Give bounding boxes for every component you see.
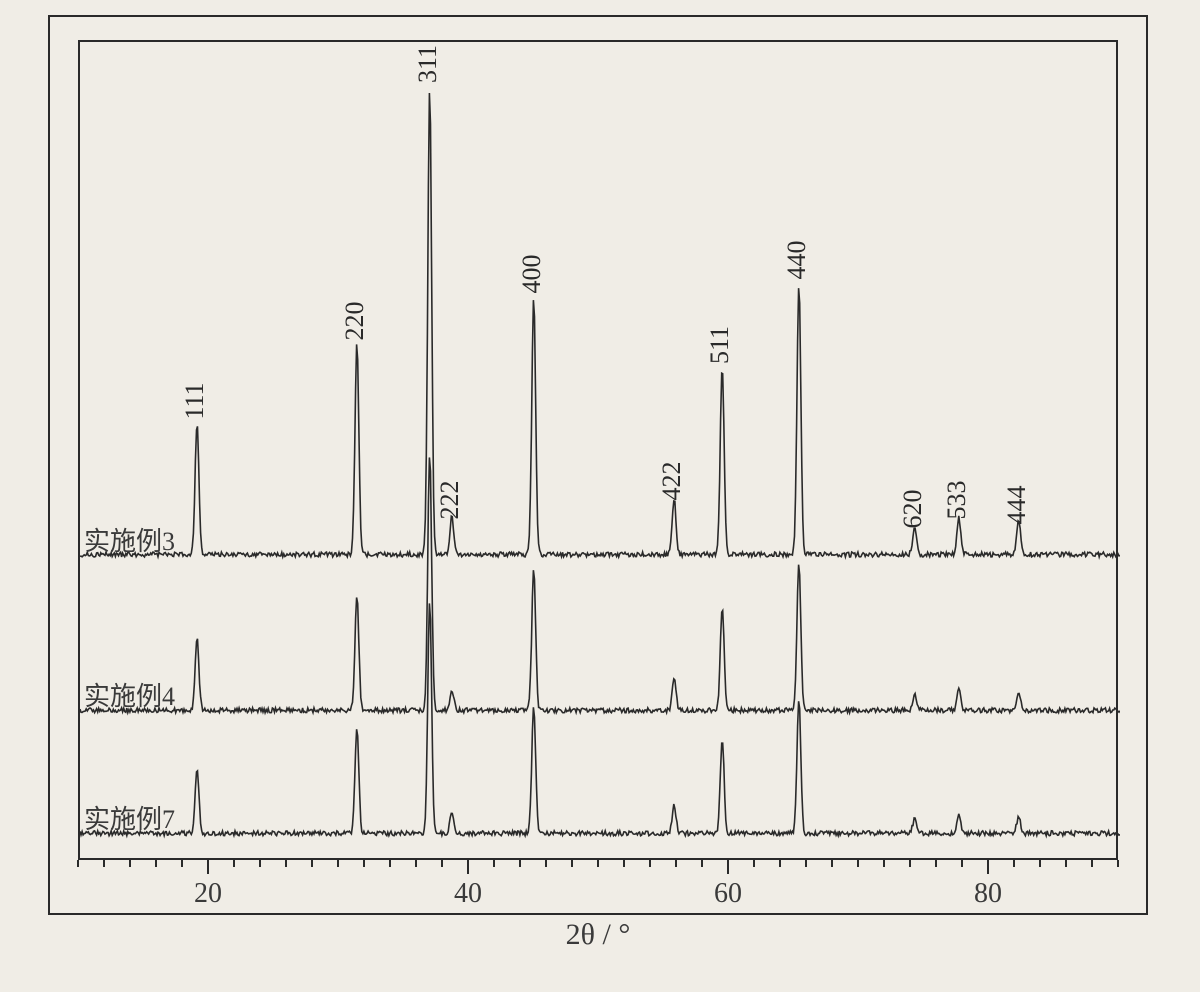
x-minor-tick bbox=[1091, 860, 1093, 867]
x-minor-tick bbox=[1039, 860, 1041, 867]
x-tick-label: 40 bbox=[454, 878, 482, 910]
peak-hkl-label: 220 bbox=[340, 302, 370, 341]
x-minor-tick bbox=[259, 860, 261, 867]
x-major-tick bbox=[727, 860, 729, 874]
x-tick-label: 80 bbox=[974, 878, 1002, 910]
x-minor-tick bbox=[1013, 860, 1015, 867]
x-minor-tick bbox=[155, 860, 157, 867]
peak-hkl-label: 311 bbox=[413, 45, 443, 83]
x-minor-tick bbox=[519, 860, 521, 867]
x-tick-label: 20 bbox=[194, 878, 222, 910]
series-label: 实施例7 bbox=[84, 799, 175, 836]
x-major-tick bbox=[207, 860, 209, 874]
x-tick-label: 60 bbox=[714, 878, 742, 910]
x-minor-tick bbox=[285, 860, 287, 867]
x-minor-tick bbox=[129, 860, 131, 867]
x-minor-tick bbox=[337, 860, 339, 867]
peak-hkl-label: 444 bbox=[1002, 485, 1032, 524]
x-axis-label: 2θ / ° bbox=[566, 918, 631, 952]
peak-hkl-label: 111 bbox=[180, 382, 210, 419]
x-minor-tick bbox=[77, 860, 79, 867]
x-minor-tick bbox=[415, 860, 417, 867]
x-minor-tick bbox=[389, 860, 391, 867]
x-minor-tick bbox=[805, 860, 807, 867]
peak-hkl-label: 620 bbox=[898, 490, 928, 529]
peak-hkl-label: 222 bbox=[435, 481, 465, 520]
xrd-plot-area bbox=[78, 40, 1118, 860]
x-minor-tick bbox=[779, 860, 781, 867]
series-label: 实施例3 bbox=[84, 521, 175, 558]
x-minor-tick bbox=[441, 860, 443, 867]
x-minor-tick bbox=[181, 860, 183, 867]
xrd-spectra-svg bbox=[80, 42, 1120, 862]
x-minor-tick bbox=[233, 860, 235, 867]
x-minor-tick bbox=[571, 860, 573, 867]
peak-hkl-label: 511 bbox=[705, 326, 735, 364]
peak-hkl-label: 422 bbox=[657, 462, 687, 501]
x-minor-tick bbox=[831, 860, 833, 867]
x-minor-tick bbox=[311, 860, 313, 867]
x-minor-tick bbox=[753, 860, 755, 867]
x-minor-tick bbox=[493, 860, 495, 867]
x-minor-tick bbox=[1117, 860, 1119, 867]
x-minor-tick bbox=[675, 860, 677, 867]
x-minor-tick bbox=[597, 860, 599, 867]
x-minor-tick bbox=[623, 860, 625, 867]
x-major-tick bbox=[987, 860, 989, 874]
peak-hkl-label: 400 bbox=[517, 255, 547, 294]
x-minor-tick bbox=[961, 860, 963, 867]
xrd-trace bbox=[80, 603, 1120, 835]
peak-hkl-label: 533 bbox=[942, 481, 972, 520]
x-major-tick bbox=[467, 860, 469, 874]
x-minor-tick bbox=[363, 860, 365, 867]
x-minor-tick bbox=[857, 860, 859, 867]
x-minor-tick bbox=[545, 860, 547, 867]
x-minor-tick bbox=[1065, 860, 1067, 867]
x-minor-tick bbox=[909, 860, 911, 867]
x-minor-tick bbox=[935, 860, 937, 867]
x-minor-tick bbox=[103, 860, 105, 867]
x-minor-tick bbox=[701, 860, 703, 867]
series-label: 实施例4 bbox=[84, 676, 175, 713]
peak-hkl-label: 440 bbox=[782, 241, 812, 280]
x-minor-tick bbox=[883, 860, 885, 867]
x-minor-tick bbox=[649, 860, 651, 867]
